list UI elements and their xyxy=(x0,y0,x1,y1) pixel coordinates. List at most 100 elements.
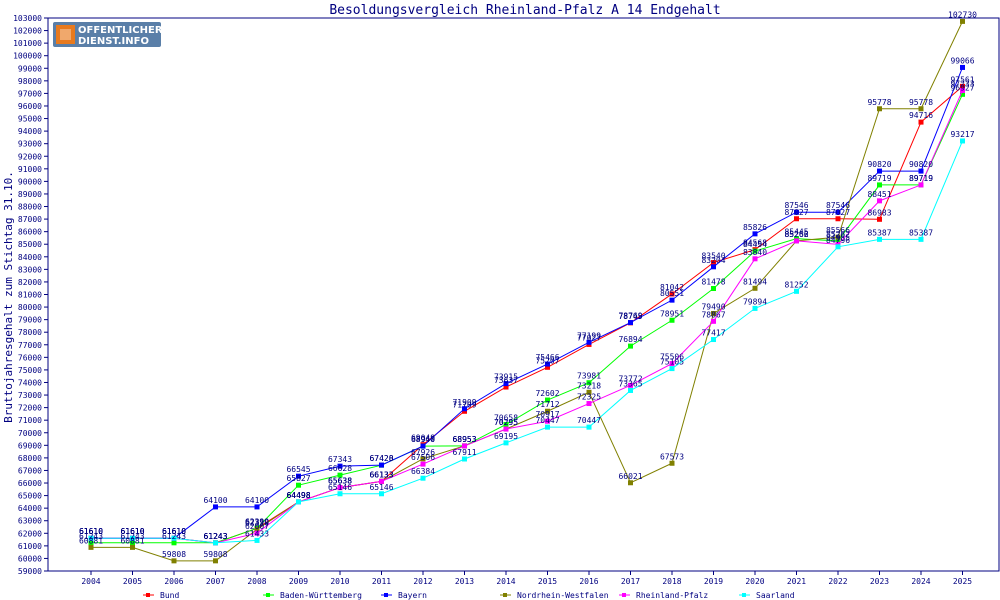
logo-background xyxy=(53,22,161,47)
data-point xyxy=(337,463,343,469)
data-label: 62007 xyxy=(245,522,269,531)
data-label: 64100 xyxy=(245,496,269,505)
data-label: 84568 xyxy=(743,239,767,248)
data-label: 65638 xyxy=(328,477,352,486)
data-label: 61243 xyxy=(203,532,227,541)
data-point xyxy=(794,288,799,294)
legend-entry: Saarland xyxy=(756,591,795,600)
data-label: 60881 xyxy=(120,536,144,545)
data-label: 66133 xyxy=(369,470,393,479)
data-label: 61610 xyxy=(162,527,186,536)
y-tick-label: 73000 xyxy=(18,391,42,400)
data-label: 61610 xyxy=(79,527,103,536)
y-tick-label: 78000 xyxy=(18,328,42,337)
x-tick-label: 2016 xyxy=(579,577,598,586)
legend-entry: Baden-Württemberg xyxy=(280,591,362,600)
data-label: 93217 xyxy=(950,130,974,139)
data-point xyxy=(503,426,509,432)
data-label: 73915 xyxy=(494,373,518,382)
data-label: 61243 xyxy=(162,532,186,541)
data-label: 69049 xyxy=(411,434,435,443)
data-label: 61243 xyxy=(79,532,103,541)
data-label: 85566 xyxy=(826,226,850,235)
data-label-layer: 61610 61610 616106124362399644986563866133… xyxy=(79,10,977,558)
y-tick-label: 98000 xyxy=(18,77,42,86)
data-label: 84454 xyxy=(743,240,767,249)
plot-frame xyxy=(47,17,1000,572)
data-label: 65146 xyxy=(369,483,393,492)
data-label: 85266 xyxy=(784,230,808,239)
data-label: 78745 xyxy=(618,312,642,321)
data-point xyxy=(669,361,675,367)
data-label: 81252 xyxy=(784,280,808,289)
data-point xyxy=(420,475,426,481)
data-point xyxy=(960,83,965,89)
y-tick-label: 79000 xyxy=(18,316,42,325)
y-axis: 59000 60000 61000 62000 63000 64000 65000 66000… xyxy=(13,14,48,576)
data-label: 62399 xyxy=(245,517,269,526)
data-point xyxy=(379,478,384,484)
data-label: 68940 xyxy=(411,435,435,444)
data-point xyxy=(545,418,550,424)
x-tick-label: 2007 xyxy=(206,577,225,586)
data-label: 85262 xyxy=(826,230,850,239)
data-label: 61433 xyxy=(245,529,269,538)
data-label: 95778 xyxy=(909,98,933,107)
data-point xyxy=(918,182,924,188)
data-label: 70917 xyxy=(535,410,559,419)
data-label: 59808 xyxy=(203,550,227,559)
data-label: 61610 xyxy=(120,527,144,536)
data-point xyxy=(254,504,260,510)
x-tick-label: 2025 xyxy=(953,577,972,586)
x-tick-label: 2012 xyxy=(413,577,432,586)
data-point xyxy=(877,216,882,222)
data-point xyxy=(711,310,716,316)
data-label: 61610 xyxy=(120,527,144,536)
data-point xyxy=(88,535,94,541)
legend-swatch-marker xyxy=(266,593,270,597)
data-label: 80551 xyxy=(660,289,684,298)
data-label: 97233 xyxy=(950,79,974,88)
data-label: 75466 xyxy=(535,353,559,362)
data-label: 69195 xyxy=(494,432,518,441)
data-label: 64498 xyxy=(286,491,310,500)
data-point xyxy=(254,530,260,536)
x-tick-label: 2017 xyxy=(621,577,640,586)
data-point xyxy=(503,421,509,427)
data-label: 67420 xyxy=(369,454,393,463)
data-point xyxy=(503,381,509,387)
data-label: 87027 xyxy=(826,208,850,217)
data-point xyxy=(669,366,675,372)
legend-swatch-marker xyxy=(503,593,507,597)
series-layer xyxy=(88,18,965,564)
data-point xyxy=(586,389,592,395)
data-label: 75207 xyxy=(535,356,559,365)
data-label: 85826 xyxy=(743,223,767,232)
data-point xyxy=(877,106,882,112)
data-label: 96927 xyxy=(950,83,974,92)
x-tick-label: 2006 xyxy=(164,577,183,586)
data-point xyxy=(794,238,799,244)
data-label: 61610 xyxy=(79,527,103,536)
data-label: 73981 xyxy=(577,372,601,381)
data-label: 61243 xyxy=(203,532,227,541)
data-point xyxy=(628,387,633,393)
data-point xyxy=(628,320,633,326)
x-tick-label: 2004 xyxy=(81,577,100,586)
logo-emblem-inner xyxy=(60,29,71,40)
logo-emblem xyxy=(56,25,75,44)
data-label: 61243 xyxy=(203,532,227,541)
data-point xyxy=(960,64,965,70)
data-point xyxy=(254,526,260,532)
legend-swatch-marker xyxy=(742,593,746,597)
data-label: 102730 xyxy=(948,10,977,19)
y-tick-label: 64000 xyxy=(18,504,42,513)
y-tick-label: 59000 xyxy=(18,567,42,576)
data-point xyxy=(835,234,841,240)
y-tick-label: 92000 xyxy=(18,152,42,161)
data-point xyxy=(752,248,758,254)
data-point xyxy=(254,537,260,543)
data-label: 64498 xyxy=(286,491,310,500)
data-point xyxy=(88,544,94,550)
data-point xyxy=(877,168,882,174)
